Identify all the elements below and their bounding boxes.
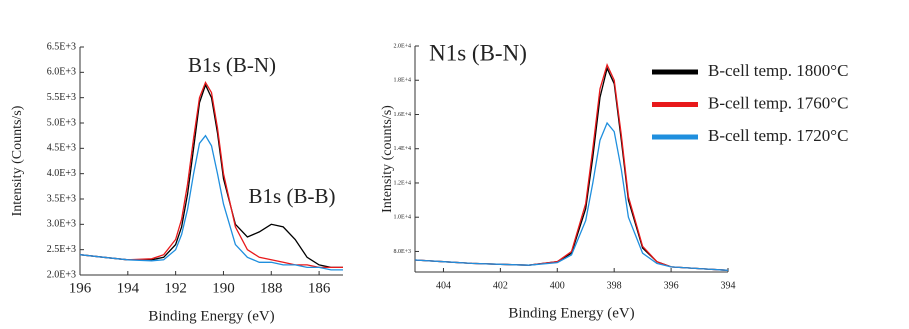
legend-label: B-cell temp. 1760°C: [708, 93, 848, 112]
y-tick-label: 1.4E+4: [393, 146, 411, 152]
y-tick-label: 1.0E+4: [393, 215, 411, 221]
y-tick-label: 6.0E+3: [47, 67, 76, 78]
y-tick-label: 1.2E+4: [393, 180, 411, 186]
peak-label: B1s (B-N): [188, 53, 276, 77]
y-axis-label: Intensity (counts/s): [380, 105, 395, 213]
x-tick-label: 188: [260, 280, 283, 296]
spectrum-line: [414, 121, 729, 271]
peak-label: B1s (B-B): [249, 184, 336, 208]
x-tick-label: 394: [721, 280, 736, 291]
x-tick-label: 398: [607, 280, 622, 291]
x-tick-label: 402: [493, 280, 508, 291]
x-axis-label: Binding Energy (eV): [148, 308, 274, 324]
y-tick-label: 2.5E+3: [47, 244, 76, 255]
x-tick-label: 194: [117, 280, 140, 296]
y-tick-label: 1.6E+4: [393, 112, 411, 118]
x-tick-label: 186: [308, 280, 331, 296]
spectrum-line: [79, 81, 343, 269]
y-tick-label: 4.0E+3: [47, 168, 76, 179]
spectrum-line: [79, 83, 343, 269]
y-tick-label: 1.8E+4: [393, 78, 411, 84]
y-axis-label: Intensity (Counts/s): [10, 105, 25, 216]
y-tick-label: 8.0E+3: [393, 249, 411, 255]
y-tick-label: 2.0E+3: [47, 269, 76, 280]
y-tick-label: 4.5E+3: [47, 143, 76, 154]
x-tick-label: 192: [164, 280, 187, 296]
x-tick-label: 404: [436, 280, 451, 291]
x-tick-label: 190: [212, 280, 235, 296]
y-tick-label: 2.0E+4: [393, 43, 411, 49]
legend-label: B-cell temp. 1720°C: [708, 126, 848, 145]
y-tick-label: 5.5E+3: [47, 92, 76, 103]
spectrum-line: [414, 62, 729, 271]
peak-label: N1s (B-N): [429, 40, 527, 65]
legend-label: B-cell temp. 1800°C: [708, 61, 848, 80]
y-tick-label: 3.0E+3: [47, 219, 76, 230]
spectrum-line: [414, 66, 729, 271]
x-tick-label: 196: [69, 280, 92, 296]
x-axis-label: Binding Energy (eV): [508, 305, 634, 321]
spectrum-line: [79, 134, 343, 271]
y-tick-label: 5.0E+3: [47, 117, 76, 128]
x-tick-label: 396: [664, 280, 679, 291]
y-tick-label: 6.5E+3: [47, 41, 76, 52]
x-tick-label: 400: [550, 280, 565, 291]
y-tick-label: 3.5E+3: [47, 193, 76, 204]
